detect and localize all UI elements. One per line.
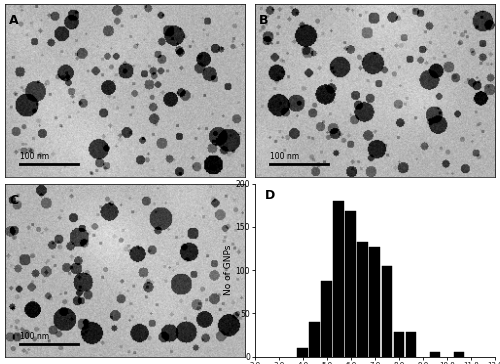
- Bar: [310, 322, 320, 357]
- Bar: [454, 352, 464, 357]
- Bar: [430, 352, 440, 357]
- Text: 100 nm: 100 nm: [20, 152, 49, 161]
- Text: D: D: [264, 189, 274, 202]
- Text: 100 nm: 100 nm: [20, 332, 49, 341]
- Bar: [322, 281, 332, 357]
- Text: A: A: [10, 14, 19, 27]
- Bar: [406, 332, 416, 357]
- Bar: [346, 211, 356, 357]
- Bar: [298, 348, 308, 357]
- Bar: [382, 266, 392, 357]
- Bar: [394, 332, 404, 357]
- Text: 100 nm: 100 nm: [270, 152, 299, 161]
- Bar: [358, 242, 368, 357]
- Bar: [370, 247, 380, 357]
- Y-axis label: No of GNPs: No of GNPs: [224, 245, 232, 295]
- Text: C: C: [10, 194, 18, 207]
- Bar: [334, 201, 344, 357]
- Text: B: B: [259, 14, 268, 27]
